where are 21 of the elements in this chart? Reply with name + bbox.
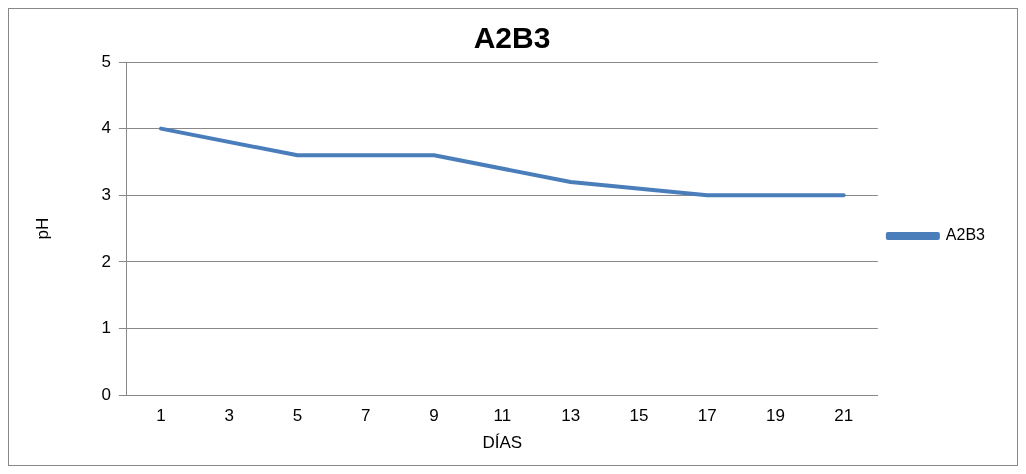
y-tick-label: 5 (101, 51, 111, 71)
y-tick-label: 3 (101, 184, 111, 204)
x-tick-label: 15 (629, 406, 649, 426)
x-tick-label: 21 (834, 406, 854, 426)
legend-label: A2B3 (945, 226, 986, 244)
chart-title: A2B3 (473, 21, 551, 55)
x-tick-label: 3 (224, 406, 234, 426)
x-tick-label: 5 (292, 406, 303, 426)
x-tick-label: 9 (429, 406, 439, 426)
x-tick-label: 11 (493, 406, 512, 426)
x-tick-label: 17 (697, 406, 717, 426)
x-tick-label: 19 (765, 406, 785, 426)
x-tick-label: 13 (561, 406, 581, 426)
y-tick-label: 1 (101, 318, 111, 338)
y-axis-title: pH (32, 217, 52, 240)
x-axis-title: DÍAS (482, 433, 523, 453)
y-tick-label: 0 (101, 384, 111, 404)
y-tick-label: 2 (101, 251, 111, 271)
y-tick-label: 4 (101, 118, 111, 138)
x-tick-label: 1 (156, 406, 166, 426)
x-tick-label: 7 (361, 406, 371, 426)
